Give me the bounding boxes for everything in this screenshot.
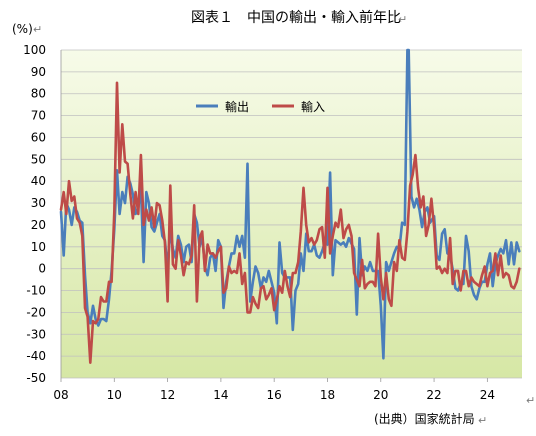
right-return-mark: ↵: [526, 394, 535, 407]
source-return-mark: ↵: [478, 414, 487, 427]
y-axis-unit: (%): [12, 22, 33, 36]
legend: 輸出 輸入: [196, 99, 325, 114]
y-tick-label: 60: [31, 130, 46, 144]
x-tick-label: 18: [320, 388, 335, 402]
y-tick-label: 50: [31, 152, 46, 166]
x-tick-label: 22: [426, 388, 441, 402]
x-tick-label: 20: [373, 388, 388, 402]
legend-label-export: 輸出: [225, 99, 249, 114]
y-tick-label: -10: [26, 284, 46, 298]
y-tick-label: 30: [31, 196, 46, 210]
y-tick-label: 20: [31, 218, 46, 232]
x-tick-label: 16: [267, 388, 282, 402]
y-tick-label: -50: [26, 371, 46, 385]
y-tick-label: 90: [31, 65, 46, 79]
x-tick-label: 12: [160, 388, 175, 402]
source-note: (出典）国家統計局: [374, 411, 475, 426]
x-tick-labels: 08 10 12 14 16 18 20 22 24: [53, 388, 495, 402]
y-tick-label: -40: [26, 349, 46, 363]
series-lines: [59, 48, 521, 364]
chart-title: 図表１ 中国の輸出・輸入前年比: [191, 9, 401, 26]
x-tick-label: 24: [480, 388, 495, 402]
x-tick-label: 10: [107, 388, 122, 402]
y-tick-label: -20: [26, 305, 46, 319]
series-line-export: [59, 48, 521, 360]
y-tick-label: 40: [31, 174, 46, 188]
title-return-mark: ↵: [398, 13, 407, 26]
legend-label-import: 輸入: [301, 99, 325, 114]
x-tick-label: 14: [213, 388, 228, 402]
unit-return-mark: ↵: [33, 23, 42, 36]
y-tick-labels: -50 -40 -30 -20 -10 0 10 20 30 40 50 60 70 80 90 100: [23, 43, 46, 385]
y-tick-label: 0: [38, 262, 46, 276]
y-tick-label: -30: [26, 327, 46, 341]
y-tick-label: 70: [31, 109, 46, 123]
series-line-import: [59, 81, 521, 364]
y-tick-label: 80: [31, 87, 46, 101]
x-tick-label: 08: [53, 388, 68, 402]
y-tick-label: 100: [23, 43, 46, 57]
y-tick-label: 10: [31, 240, 46, 254]
